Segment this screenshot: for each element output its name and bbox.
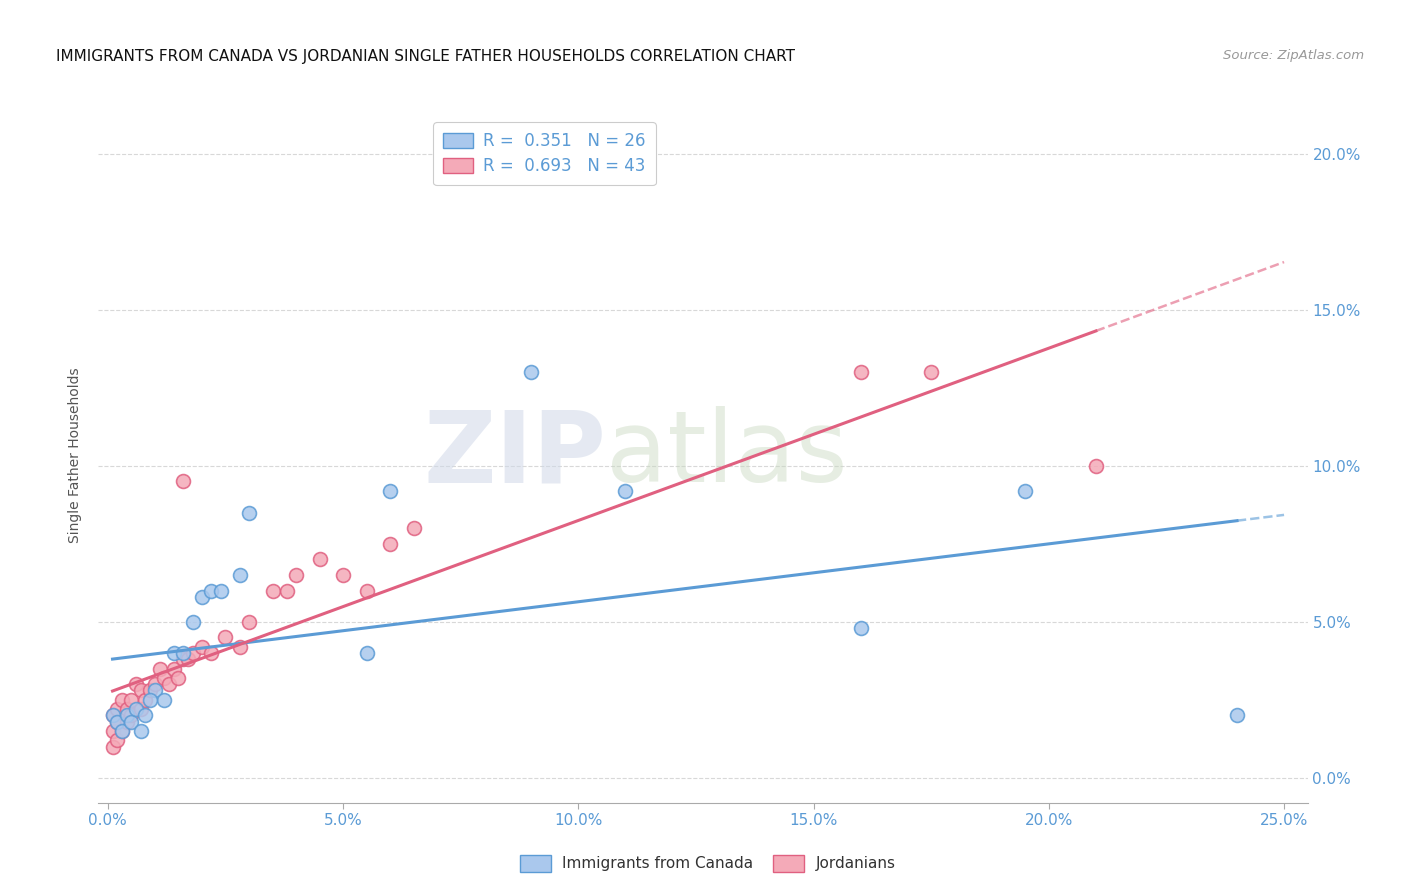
Point (105, 714, 128, 729)
Point (172, 652, 194, 666)
Point (1084, 458, 1107, 473)
Text: Jordanians: Jordanians (815, 856, 896, 871)
Point (115, 702, 138, 716)
Point (356, 646, 378, 660)
Point (332, 568, 354, 582)
Point (1226, 708, 1249, 723)
Text: IMMIGRANTS FROM CANADA VS JORDANIAN SINGLE FATHER HOUSEHOLDS CORRELATION CHART: IMMIGRANTS FROM CANADA VS JORDANIAN SING… (56, 49, 796, 64)
Point (125, 702, 148, 716)
Point (134, 693, 156, 707)
Y-axis label: Single Father Households: Single Father Households (69, 368, 83, 542)
Point (614, 483, 637, 498)
Point (115, 714, 138, 729)
Point (167, 671, 190, 685)
Point (120, 714, 142, 729)
Point (177, 652, 200, 666)
Point (129, 702, 152, 716)
Point (111, 724, 134, 739)
Point (163, 662, 186, 676)
Point (105, 702, 128, 716)
Point (378, 483, 401, 498)
Point (191, 590, 214, 604)
Point (143, 677, 166, 691)
Point (308, 552, 330, 566)
Point (149, 662, 172, 676)
Point (228, 640, 250, 654)
Point (101, 739, 124, 754)
Point (139, 683, 162, 698)
Point (276, 583, 298, 598)
Point (115, 708, 138, 723)
Point (125, 677, 148, 691)
Point (214, 631, 236, 645)
Text: Immigrants from Canada: Immigrants from Canada (562, 856, 754, 871)
Point (1014, 483, 1036, 498)
Point (143, 683, 166, 698)
Point (238, 615, 260, 629)
Point (209, 583, 232, 598)
Point (157, 677, 180, 691)
Point (262, 583, 284, 598)
Point (111, 724, 134, 739)
Point (129, 724, 152, 739)
Point (356, 583, 378, 598)
Point (181, 615, 204, 629)
Text: Source: ZipAtlas.com: Source: ZipAtlas.com (1223, 49, 1364, 62)
Point (120, 693, 142, 707)
Text: atlas: atlas (606, 407, 848, 503)
Point (153, 671, 176, 685)
Point (285, 568, 308, 582)
Point (139, 693, 162, 707)
Point (129, 683, 152, 698)
Legend: R =  0.351   N = 26, R =  0.693   N = 43: R = 0.351 N = 26, R = 0.693 N = 43 (433, 122, 655, 185)
Point (920, 365, 942, 379)
Point (101, 708, 124, 723)
Point (120, 708, 142, 723)
Point (200, 583, 222, 598)
Point (101, 724, 124, 739)
Point (378, 537, 401, 551)
Point (402, 521, 425, 535)
Point (181, 646, 204, 660)
Point (153, 693, 176, 707)
Point (849, 621, 872, 635)
Point (520, 365, 543, 379)
Text: ZIP: ZIP (423, 407, 606, 503)
Point (849, 365, 872, 379)
Point (191, 640, 214, 654)
Point (105, 733, 128, 747)
Point (101, 708, 124, 723)
Point (228, 568, 250, 582)
Point (105, 714, 128, 729)
Point (172, 475, 194, 489)
Point (172, 646, 194, 660)
Point (134, 708, 156, 723)
Point (163, 646, 186, 660)
Point (111, 693, 134, 707)
Point (200, 646, 222, 660)
Point (238, 506, 260, 520)
